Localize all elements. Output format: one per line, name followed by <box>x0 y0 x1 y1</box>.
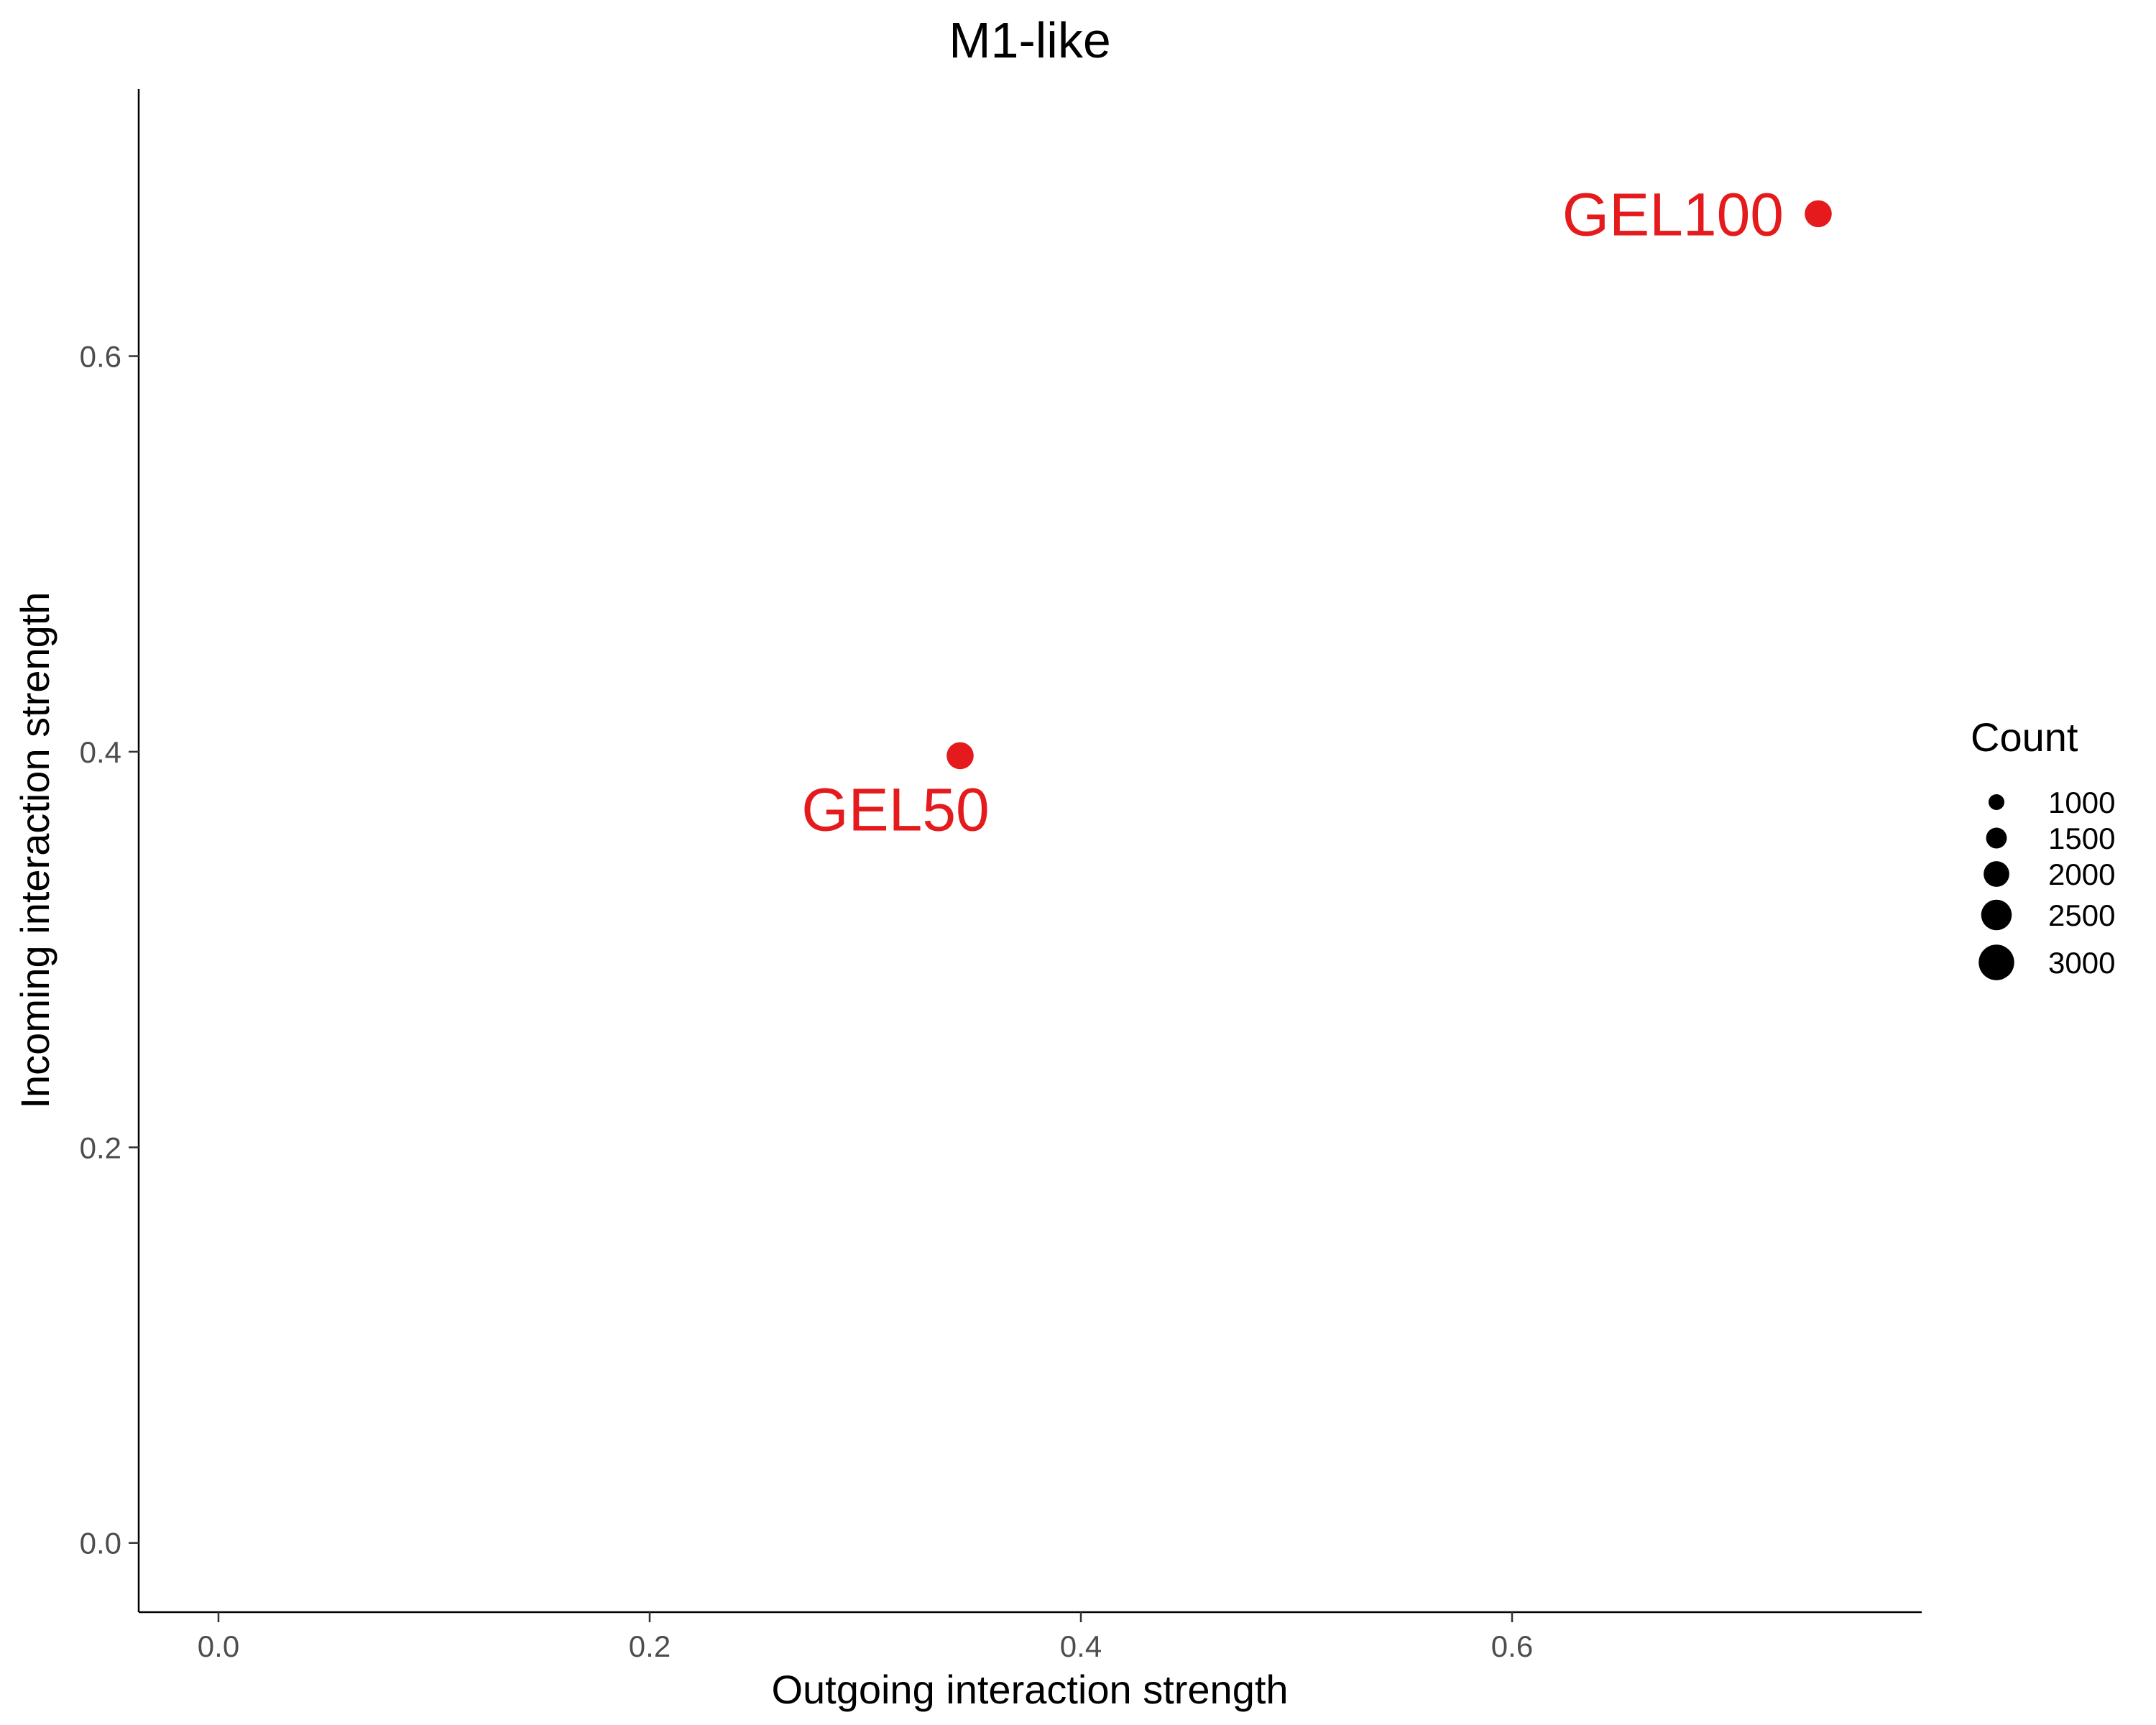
x-tick-label: 0.0 <box>198 1629 239 1663</box>
x-tick-label: 0.2 <box>629 1629 671 1663</box>
y-axis-title: Incoming interaction strength <box>12 592 57 1108</box>
y-tick-label: 0.6 <box>80 340 121 374</box>
legend-size-key <box>1981 899 2012 931</box>
x-axis-title: Outgoing interaction strength <box>771 1667 1288 1712</box>
plot-area: 0.0 0.2 0.4 0.6 0.0 0.2 0.4 0.6 GEL100 GEL50 <box>80 89 1922 1663</box>
chart-title: M1-like <box>949 12 1111 68</box>
legend-label: 2500 <box>2048 898 2115 932</box>
y-tick-label: 0.0 <box>80 1527 121 1560</box>
data-point <box>946 742 974 770</box>
legend-size-key <box>1984 861 2009 887</box>
legend-title: Count <box>1971 714 2078 760</box>
x-axis-ticks: 0.0 0.2 0.4 0.6 <box>198 1612 1533 1663</box>
y-axis-ticks: 0.0 0.2 0.4 0.6 <box>80 340 139 1560</box>
data-point <box>1805 200 1832 228</box>
point-label: GEL100 <box>1562 180 1784 248</box>
legend-label: 1500 <box>2048 822 2115 855</box>
point-label: GEL50 <box>801 776 990 843</box>
legend-label: 3000 <box>2048 946 2115 980</box>
legend-label: 1000 <box>2048 786 2115 819</box>
legend-size-key <box>1988 794 2005 811</box>
legend-size-key <box>1986 827 2007 849</box>
y-tick-label: 0.2 <box>80 1131 121 1164</box>
x-tick-label: 0.6 <box>1491 1629 1533 1663</box>
legend-label: 2000 <box>2048 857 2115 891</box>
y-tick-label: 0.4 <box>80 735 121 769</box>
x-tick-label: 0.4 <box>1060 1629 1102 1663</box>
legend-size-key <box>1978 944 2014 980</box>
data-points: GEL100 GEL50 <box>801 180 1832 843</box>
